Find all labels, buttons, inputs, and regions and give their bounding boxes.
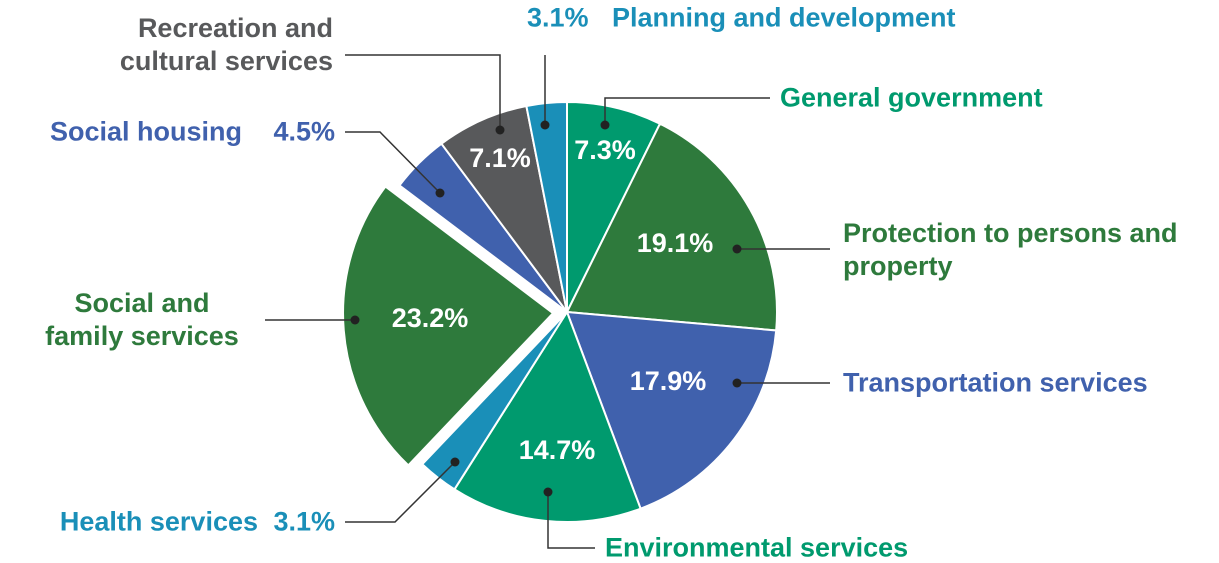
- value-label: 14.7%: [519, 435, 596, 465]
- leader-dot: [600, 120, 610, 130]
- slice-label: Recreation and cultural services: [119, 13, 333, 76]
- leader-dot: [732, 378, 742, 388]
- slice-label: Protection to persons and property: [843, 218, 1178, 281]
- leader-line: [604, 97, 770, 125]
- slice-label: Environmental services: [605, 532, 909, 563]
- slice-label: Social and family services: [45, 288, 239, 351]
- pie-slice: [565, 122, 778, 332]
- value-label: 3.1%: [527, 2, 589, 33]
- pie-slice: [525, 100, 568, 313]
- leader-dot: [350, 315, 360, 325]
- value-label: 17.9%: [630, 366, 707, 396]
- leader-line: [345, 461, 456, 523]
- slice-label: General government: [780, 82, 1043, 113]
- leader-dot: [732, 244, 742, 254]
- leader-line: [547, 492, 595, 549]
- pie-slice: [342, 185, 555, 467]
- slice-label: Transportation services: [843, 367, 1148, 398]
- pie-slice: [420, 311, 568, 491]
- value-label: 3.1%: [273, 506, 335, 537]
- leader-line: [345, 131, 441, 194]
- pie-slice: [453, 309, 642, 523]
- slice-label: Social housing: [49, 116, 242, 147]
- value-label: 19.1%: [637, 228, 714, 258]
- value-label: 23.2%: [392, 303, 469, 333]
- value-label: 7.3%: [574, 135, 636, 165]
- leader-dot: [435, 188, 445, 198]
- pie-slice: [565, 310, 778, 510]
- slice-label: Health services: [59, 506, 258, 537]
- value-label: 4.5%: [273, 116, 335, 147]
- leader-dot: [450, 457, 460, 467]
- leader-dot: [540, 120, 550, 130]
- leader-dot: [495, 125, 505, 135]
- leader-dot: [543, 487, 553, 497]
- leader-line: [345, 54, 501, 130]
- slice-label: Planning and development: [612, 2, 956, 33]
- value-label: 7.1%: [469, 143, 531, 173]
